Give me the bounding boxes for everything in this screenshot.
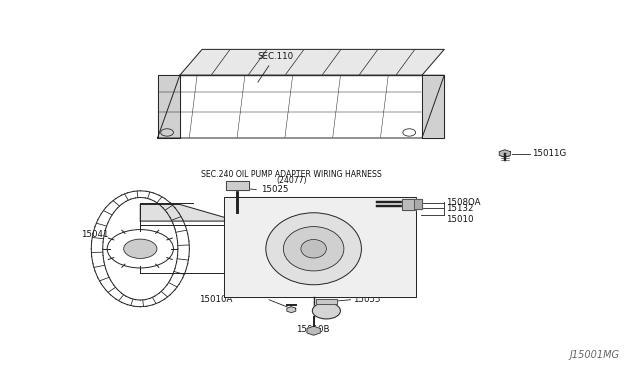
Bar <box>401 199 415 210</box>
Ellipse shape <box>301 240 326 258</box>
Bar <box>401 199 415 210</box>
Text: SEC.110: SEC.110 <box>257 52 294 82</box>
Text: (24077): (24077) <box>276 176 307 185</box>
Polygon shape <box>225 197 415 297</box>
Circle shape <box>107 230 173 268</box>
Text: 15011G: 15011G <box>532 149 566 158</box>
Polygon shape <box>157 75 444 138</box>
Text: 15132: 15132 <box>446 203 474 213</box>
Polygon shape <box>499 150 510 157</box>
Text: 15025: 15025 <box>261 185 289 194</box>
Bar <box>226 181 248 190</box>
Text: 15010A: 15010A <box>199 295 232 304</box>
Polygon shape <box>307 326 320 335</box>
Polygon shape <box>97 194 184 304</box>
Polygon shape <box>157 75 180 138</box>
Text: 15055: 15055 <box>353 295 381 304</box>
Bar <box>316 299 337 304</box>
Text: 15041: 15041 <box>81 230 109 239</box>
Text: SEC.240 OIL PUMP ADAPTER WIRING HARNESS: SEC.240 OIL PUMP ADAPTER WIRING HARNESS <box>201 170 381 179</box>
Ellipse shape <box>266 213 362 285</box>
Text: J15001MG: J15001MG <box>570 350 620 359</box>
Bar <box>414 199 422 209</box>
Ellipse shape <box>284 227 344 271</box>
Text: 15010: 15010 <box>446 215 474 224</box>
Polygon shape <box>422 75 444 138</box>
Circle shape <box>312 303 340 319</box>
Bar <box>414 199 422 209</box>
Circle shape <box>124 239 157 259</box>
Polygon shape <box>140 205 225 221</box>
Text: 1508OA: 1508OA <box>446 198 481 207</box>
Bar <box>226 181 248 190</box>
Text: 15010B: 15010B <box>296 326 330 334</box>
Polygon shape <box>287 307 296 312</box>
Bar <box>316 299 337 304</box>
Polygon shape <box>180 49 444 75</box>
